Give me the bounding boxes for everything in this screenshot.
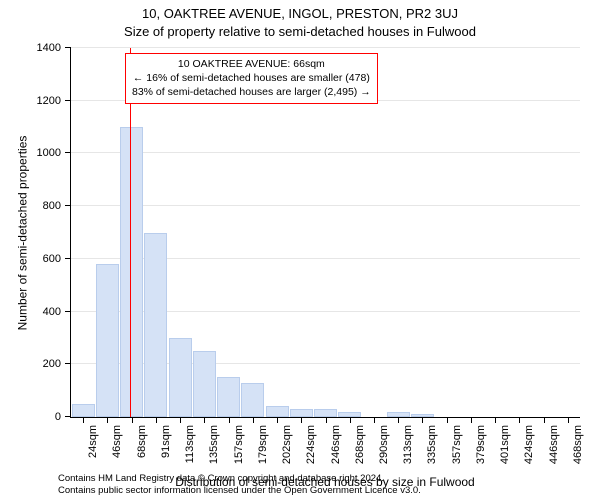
x-tick-label: 157sqm <box>233 425 245 473</box>
x-tick-label: 290sqm <box>378 425 390 473</box>
x-tick-label: 335sqm <box>426 425 438 473</box>
y-tick <box>65 47 71 48</box>
x-tick <box>374 417 375 423</box>
x-tick-label: 68sqm <box>136 425 148 473</box>
x-tick-label: 313sqm <box>402 425 414 473</box>
annotation-line: 83% of semi-detached houses are larger (… <box>132 85 371 99</box>
chart-footer: Contains HM Land Registry data © Crown c… <box>58 473 421 496</box>
x-tick-label: 401sqm <box>499 425 511 473</box>
x-tick <box>83 417 84 423</box>
x-tick-label: 24sqm <box>87 425 99 473</box>
histogram-bar <box>144 233 167 418</box>
x-tick-label: 113sqm <box>184 425 196 473</box>
x-tick-label: 246sqm <box>330 425 342 473</box>
figure: { "title_line1": "10, OAKTREE AVENUE, IN… <box>0 0 600 500</box>
histogram-bar <box>96 264 119 417</box>
histogram-bar <box>169 338 192 417</box>
y-axis-label-text: Number of semi-detached properties <box>15 136 29 331</box>
gridline <box>71 152 580 153</box>
footer-line-2: Contains public sector information licen… <box>58 485 421 496</box>
x-tick-label: 224sqm <box>305 425 317 473</box>
annotation-box: 10 OAKTREE AVENUE: 66sqm← 16% of semi-de… <box>125 53 378 104</box>
x-tick <box>204 417 205 423</box>
x-tick <box>156 417 157 423</box>
histogram-bar <box>314 409 337 417</box>
x-tick <box>568 417 569 423</box>
y-tick-label: 400 <box>43 306 61 318</box>
footer-line-1: Contains HM Land Registry data © Crown c… <box>58 473 421 484</box>
gridline <box>71 205 580 206</box>
x-tick <box>495 417 496 423</box>
y-tick-label: 1000 <box>37 147 61 159</box>
y-tick <box>65 205 71 206</box>
chart-supertitle: 10, OAKTREE AVENUE, INGOL, PRESTON, PR2 … <box>0 6 600 21</box>
plot-area: 020040060080010001200140024sqm46sqm68sqm… <box>70 48 580 418</box>
x-tick-label: 46sqm <box>111 425 123 473</box>
y-tick <box>65 258 71 259</box>
x-tick-label: 202sqm <box>281 425 293 473</box>
histogram-bar <box>193 351 216 417</box>
annotation-line: ← 16% of semi-detached houses are smalle… <box>132 71 371 85</box>
x-tick <box>301 417 302 423</box>
y-tick-label: 800 <box>43 200 61 212</box>
y-tick <box>65 311 71 312</box>
x-tick-label: 424sqm <box>523 425 535 473</box>
y-tick <box>65 416 71 417</box>
y-axis-label: Number of semi-detached properties <box>14 48 30 418</box>
x-tick <box>132 417 133 423</box>
y-tick <box>65 152 71 153</box>
y-tick <box>65 100 71 101</box>
y-tick-label: 600 <box>43 253 61 265</box>
y-tick-label: 1200 <box>37 95 61 107</box>
x-tick <box>107 417 108 423</box>
x-tick-label: 179sqm <box>257 425 269 473</box>
x-tick <box>253 417 254 423</box>
x-tick-label: 468sqm <box>572 425 584 473</box>
x-tick <box>422 417 423 423</box>
histogram-bar <box>72 404 95 417</box>
y-tick <box>65 363 71 364</box>
x-tick <box>447 417 448 423</box>
x-tick <box>471 417 472 423</box>
x-tick-label: 135sqm <box>208 425 220 473</box>
x-tick <box>544 417 545 423</box>
histogram-bar <box>120 127 143 417</box>
histogram-bar <box>241 383 264 417</box>
histogram-bar <box>217 377 240 417</box>
x-tick <box>277 417 278 423</box>
y-tick-label: 200 <box>43 358 61 370</box>
y-tick-label: 0 <box>55 411 61 423</box>
x-tick-label: 446sqm <box>548 425 560 473</box>
x-tick <box>350 417 351 423</box>
histogram-bar <box>266 406 289 417</box>
histogram-bar <box>290 409 313 417</box>
x-tick-label: 379sqm <box>475 425 487 473</box>
annotation-line: 10 OAKTREE AVENUE: 66sqm <box>132 57 371 71</box>
gridline <box>71 47 580 48</box>
chart-title: Size of property relative to semi-detach… <box>0 24 600 39</box>
x-tick <box>398 417 399 423</box>
x-tick-label: 357sqm <box>451 425 463 473</box>
x-tick-label: 91sqm <box>160 425 172 473</box>
y-tick-label: 1400 <box>37 42 61 54</box>
x-tick <box>229 417 230 423</box>
x-tick <box>326 417 327 423</box>
x-tick-label: 268sqm <box>354 425 366 473</box>
x-tick <box>180 417 181 423</box>
x-tick <box>519 417 520 423</box>
